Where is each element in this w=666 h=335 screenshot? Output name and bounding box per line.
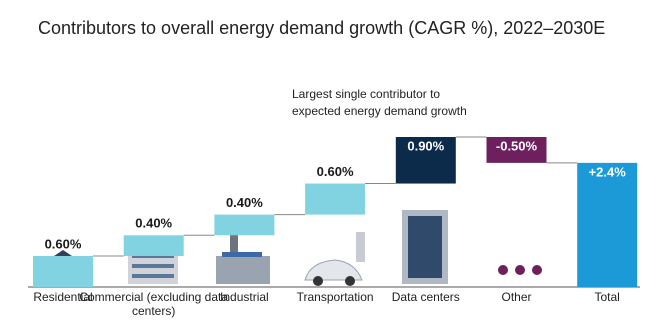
bar (33, 255, 93, 287)
x-tick-label: Other (501, 290, 532, 304)
chart-title: Contributors to overall energy demand gr… (38, 18, 606, 38)
icons (42, 210, 542, 286)
x-tick-label: Data centers (391, 290, 460, 304)
value-label: 0.40% (135, 216, 172, 231)
value-label: 0.40% (226, 195, 263, 210)
bar (395, 137, 456, 184)
value-label: 0.90% (407, 138, 444, 153)
x-tick-label: Total (594, 290, 620, 304)
value-label: 0.60% (317, 164, 354, 179)
value-label: 0.60% (45, 236, 82, 251)
bar (486, 137, 547, 163)
x-tick-label: Industrial (220, 290, 269, 304)
bar (214, 214, 275, 236)
value-label: -0.50% (496, 138, 538, 153)
value-label: +2.4% (589, 164, 627, 179)
x-tick-label: Commercial (excluding data centers) (79, 290, 229, 318)
x-tick-label: Transportation (296, 290, 374, 304)
x-tick-label: Residential (33, 290, 93, 304)
bar (305, 183, 366, 215)
bar (123, 235, 184, 256)
bar (577, 162, 638, 287)
annotation: Largest single contributor to expected e… (292, 87, 467, 118)
